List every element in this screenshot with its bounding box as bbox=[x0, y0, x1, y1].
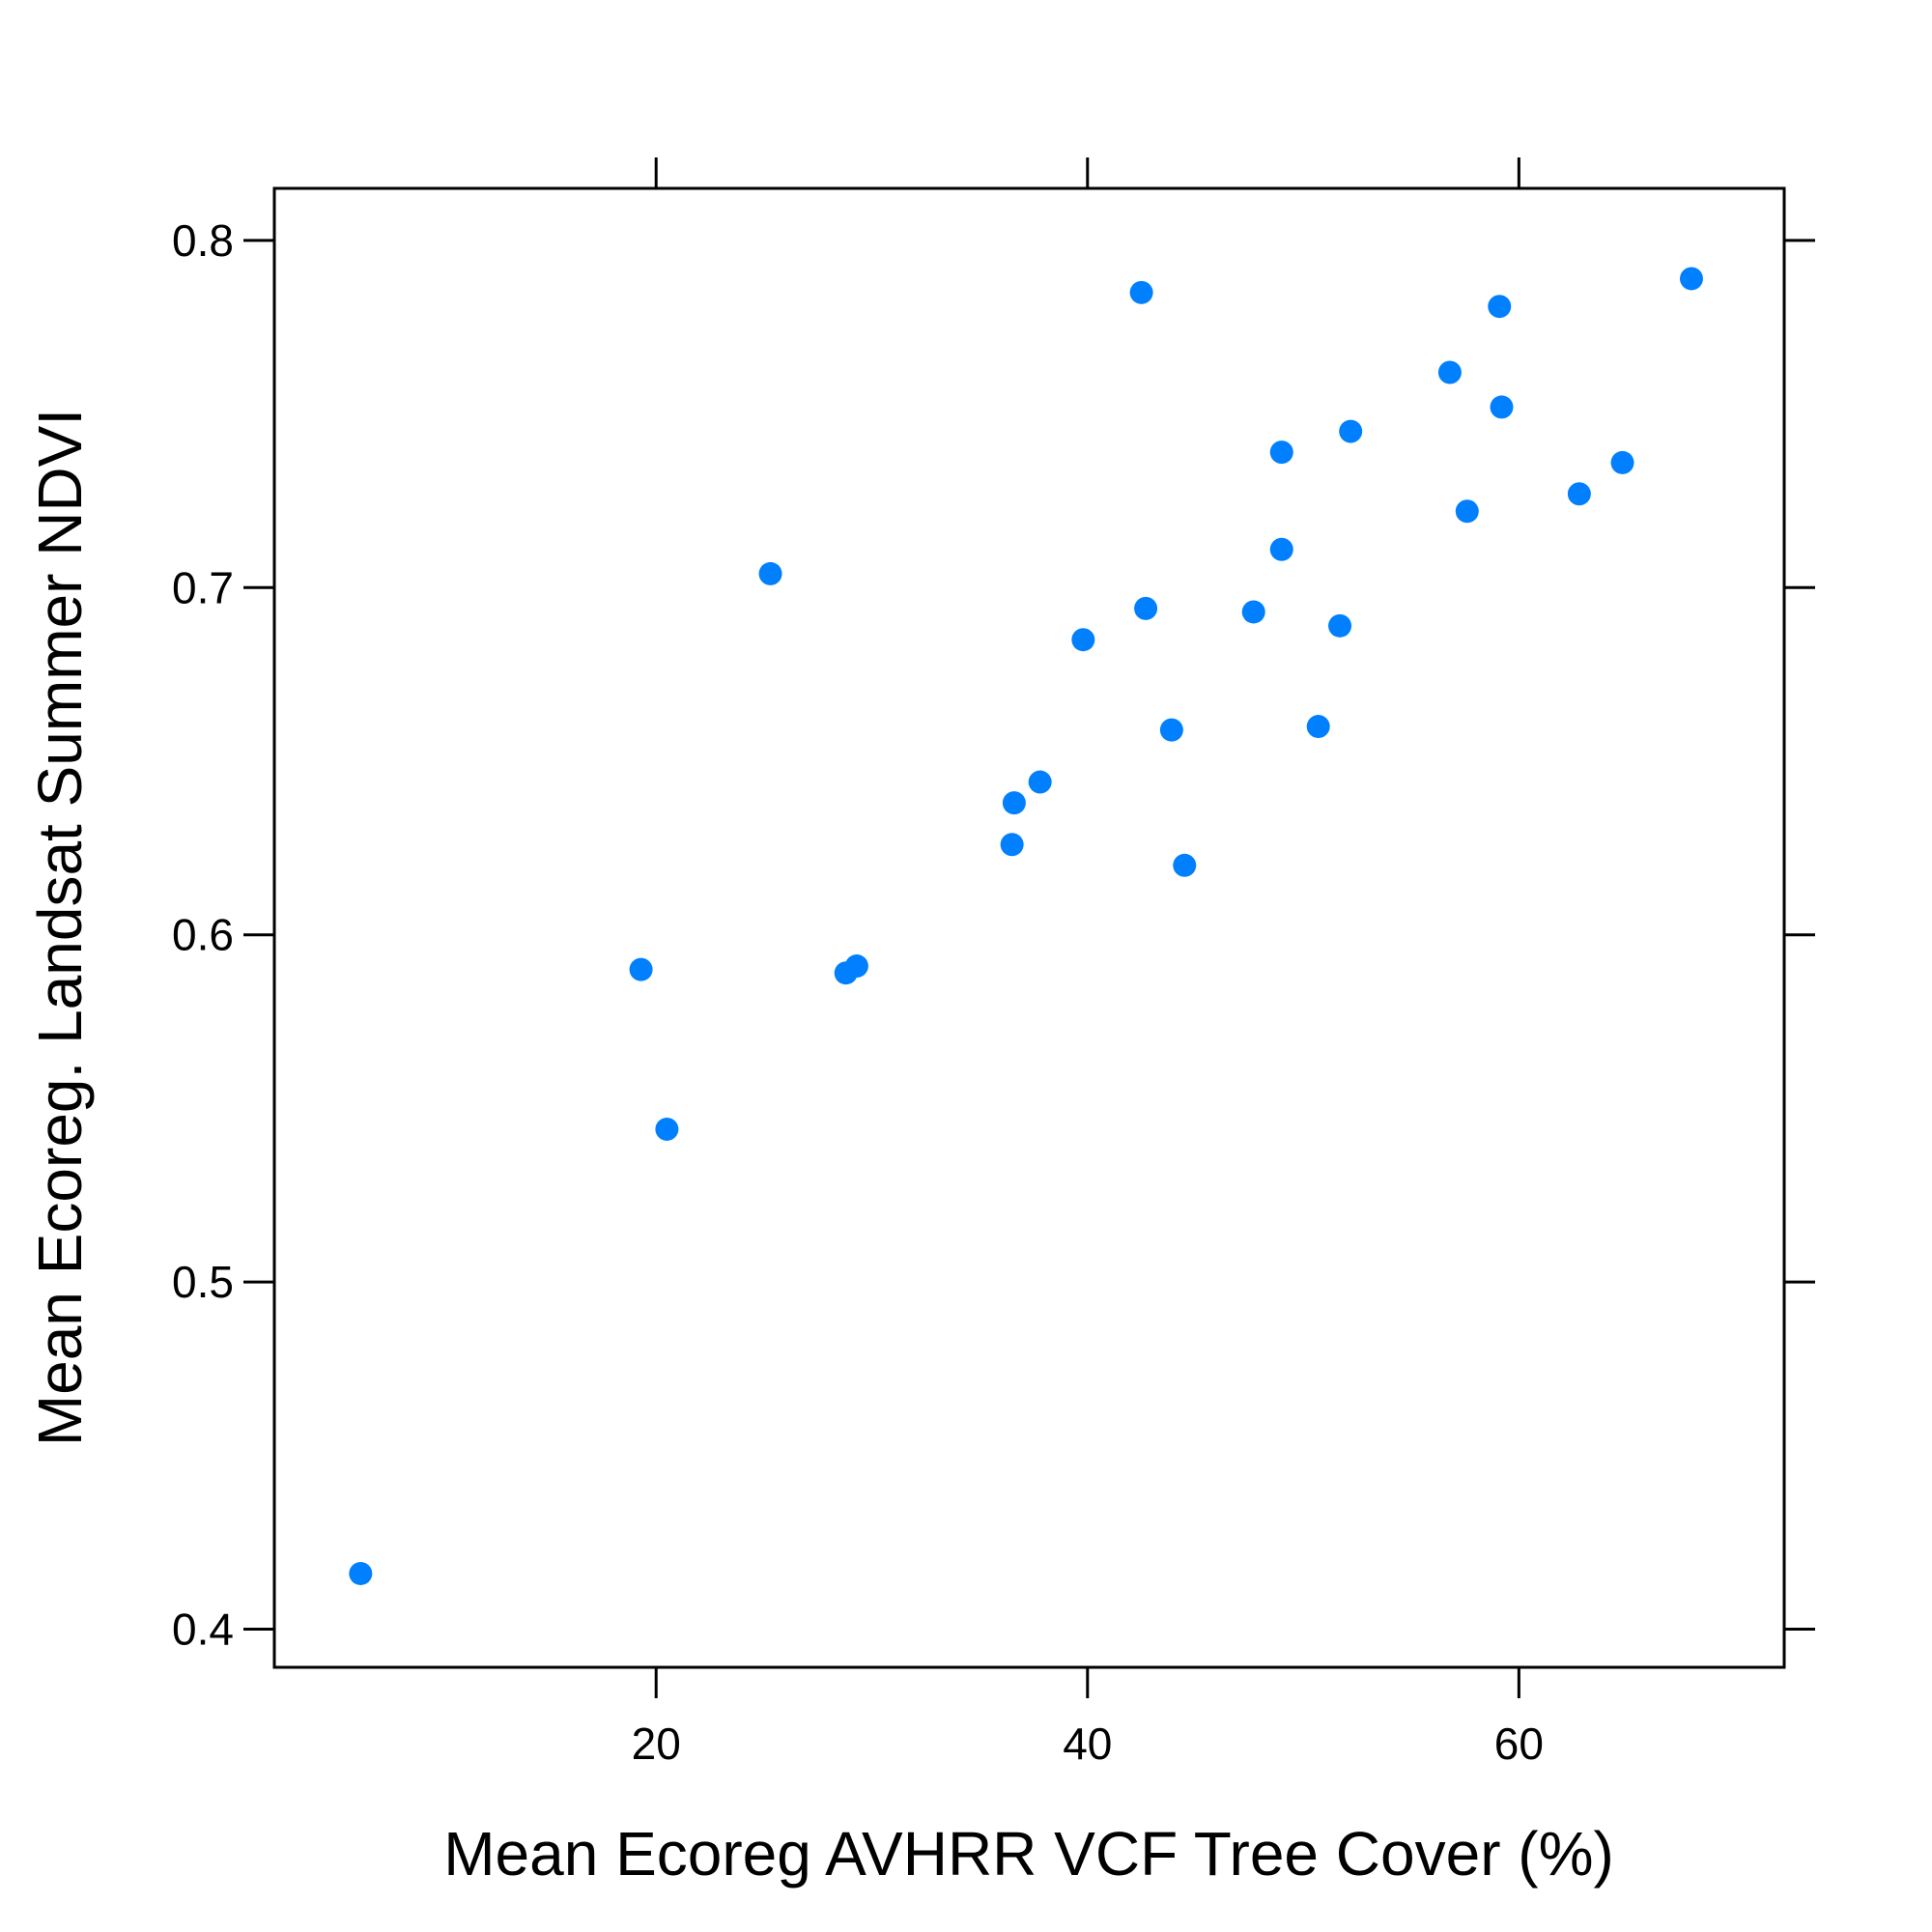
plot-frame bbox=[272, 186, 1786, 1669]
data-point bbox=[1173, 853, 1197, 877]
y-tick-label: 0.8 bbox=[172, 215, 234, 266]
data-point bbox=[1000, 833, 1024, 857]
data-point bbox=[1679, 267, 1703, 291]
data-point bbox=[1328, 613, 1352, 638]
y-tick-label: 0.7 bbox=[172, 562, 234, 612]
y-tick-label: 0.4 bbox=[172, 1604, 234, 1654]
data-point bbox=[1437, 360, 1462, 384]
data-point bbox=[1129, 280, 1153, 304]
y-axis-label: Mean Ecoreg. Landsat Summer NDVI bbox=[25, 409, 95, 1446]
data-point bbox=[1306, 715, 1330, 739]
data-point bbox=[1339, 419, 1363, 443]
data-points bbox=[349, 267, 1703, 1585]
data-point bbox=[1241, 600, 1265, 624]
x-tick-label: 60 bbox=[1494, 1719, 1544, 1769]
data-point bbox=[1567, 482, 1591, 506]
data-point bbox=[629, 957, 653, 981]
data-point bbox=[758, 561, 782, 585]
data-point bbox=[1028, 770, 1052, 794]
y-axis-ticks: 0.4 0.5 0.6 0.7 0.8 bbox=[172, 215, 1815, 1654]
data-point bbox=[1610, 450, 1634, 474]
data-point bbox=[1134, 596, 1158, 620]
data-point bbox=[1002, 791, 1026, 815]
y-tick-label: 0.6 bbox=[172, 910, 234, 960]
y-tick-label: 0.5 bbox=[172, 1257, 234, 1307]
data-point bbox=[1269, 440, 1293, 465]
data-point bbox=[349, 1561, 373, 1585]
data-point bbox=[1490, 395, 1514, 419]
x-axis-ticks: 20 40 60 bbox=[632, 157, 1544, 1769]
data-point bbox=[1071, 628, 1095, 652]
x-tick-label: 20 bbox=[632, 1719, 681, 1769]
data-point bbox=[1269, 537, 1293, 561]
x-tick-label: 40 bbox=[1063, 1719, 1112, 1769]
data-point bbox=[1488, 295, 1512, 319]
data-point bbox=[1159, 718, 1183, 742]
data-point bbox=[844, 954, 868, 979]
data-point bbox=[1455, 499, 1479, 524]
data-point bbox=[655, 1117, 679, 1141]
x-axis-label: Mean Ecoreg AVHRR VCF Tree Cover (%) bbox=[443, 1819, 1614, 1889]
